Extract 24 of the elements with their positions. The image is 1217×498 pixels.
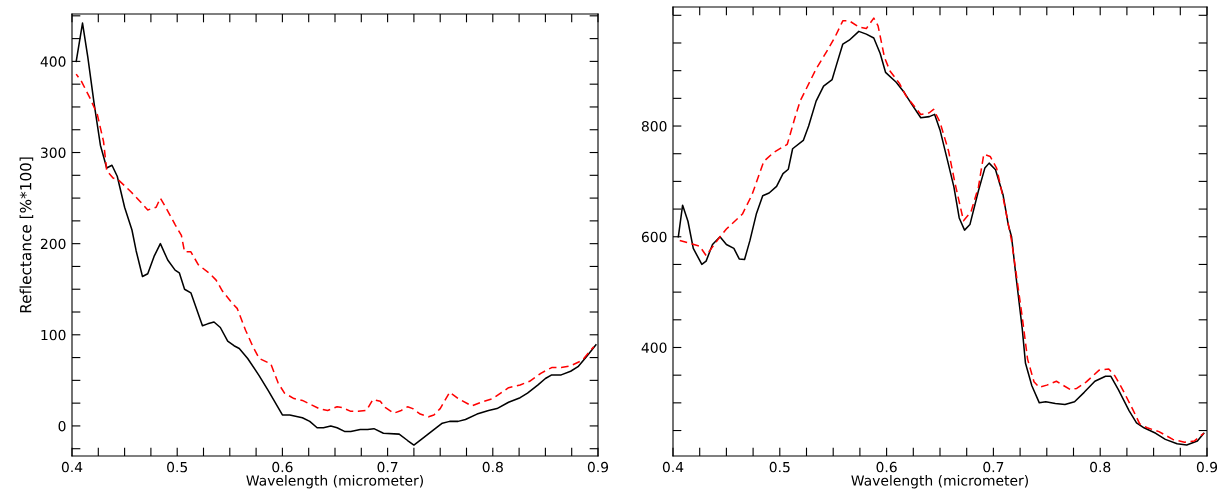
x-axis-title: Wavelength (micrometer) bbox=[246, 475, 423, 489]
x-tick-label: 0.5 bbox=[769, 461, 790, 473]
y-tick-label: 0 bbox=[58, 420, 66, 432]
y-tick-label: 100 bbox=[41, 329, 66, 341]
y-tick-label: 800 bbox=[641, 121, 667, 132]
x-tick-label: 0.9 bbox=[1196, 461, 1217, 473]
y-tick-label: 300 bbox=[40, 147, 66, 158]
x-tick-label: 0.7 bbox=[377, 461, 398, 473]
x-tick-label: 0.5 bbox=[167, 461, 188, 473]
y-tick-label: 600 bbox=[641, 231, 667, 243]
y-tick-label: 400 bbox=[40, 56, 66, 67]
y-axis-title: Reflectance [%*100] bbox=[19, 157, 34, 313]
x-axis-title: Wavelength (micrometer) bbox=[851, 475, 1028, 489]
y-tick-label: 200 bbox=[40, 238, 66, 250]
line-series bbox=[75, 73, 595, 418]
x-tick-label: 0.4 bbox=[61, 461, 83, 473]
x-tick-label: 0.8 bbox=[482, 461, 503, 473]
x-tick-label: 0.9 bbox=[587, 461, 609, 473]
x-tick-label: 0.6 bbox=[272, 461, 293, 473]
x-tick-label: 0.7 bbox=[983, 461, 1004, 473]
x-tick-label: 0.8 bbox=[1090, 461, 1111, 473]
x-tick-label: 0.4 bbox=[662, 461, 684, 473]
x-tick-label: 0.6 bbox=[876, 461, 897, 473]
y-tick-label: 400 bbox=[641, 342, 667, 353]
